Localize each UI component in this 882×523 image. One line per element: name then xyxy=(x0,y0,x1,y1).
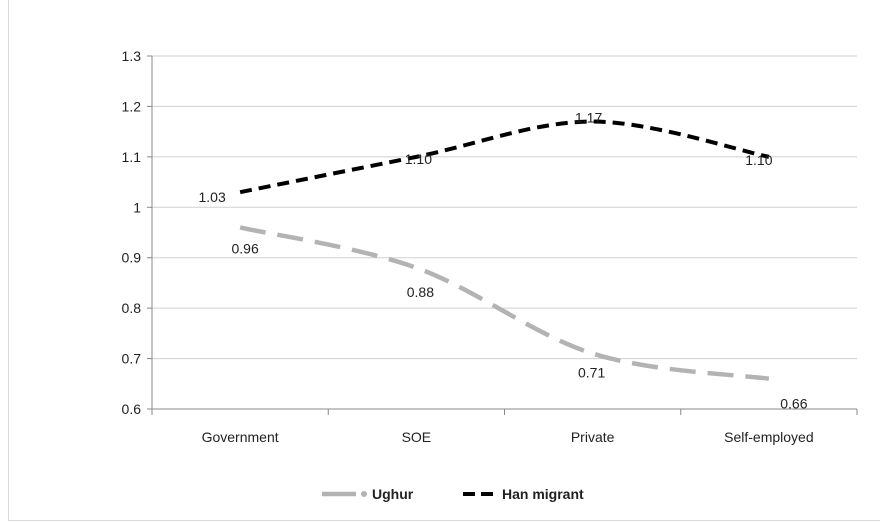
x-tick-label: Self-employed xyxy=(724,429,814,445)
y-tick-label: 1.2 xyxy=(122,98,142,114)
y-tick-label: 1.3 xyxy=(122,48,142,64)
y-tick-label: 0.6 xyxy=(122,401,142,417)
y-tick-label: 0.8 xyxy=(122,300,142,316)
legend: Ughur Han migrant xyxy=(322,486,584,502)
x-tick-label: Private xyxy=(571,429,615,445)
data-label: 1.10 xyxy=(405,151,432,167)
x-tick-label: Government xyxy=(202,429,279,445)
y-tick-label: 0.9 xyxy=(122,250,142,266)
data-label: 0.96 xyxy=(232,240,259,256)
y-axis-ticks: 0.6 0.7 0.8 0.9 1 1.1 1.2 1.3 xyxy=(122,48,152,417)
legend-marker xyxy=(361,491,367,497)
series-layer xyxy=(239,119,770,381)
legend-label: Han migrant xyxy=(502,486,584,502)
data-label: 1.03 xyxy=(199,189,226,205)
series-line-ughur xyxy=(239,225,770,381)
data-label: 0.66 xyxy=(780,396,807,412)
gridlines xyxy=(152,55,857,360)
data-label: 1.17 xyxy=(575,110,602,126)
legend-label: Ughur xyxy=(372,486,414,502)
series-line-han-migrant xyxy=(239,119,770,195)
data-label: 0.71 xyxy=(578,365,605,381)
y-tick-label: 1.1 xyxy=(122,149,142,165)
data-label: 0.88 xyxy=(407,284,434,300)
y-tick-label: 0.7 xyxy=(122,351,142,367)
y-tick-label: 1 xyxy=(133,199,141,215)
chart-frame xyxy=(8,0,880,521)
x-axis-ticks: Government SOE Private Self-employed xyxy=(151,409,858,445)
data-labels: 0.96 0.88 0.71 0.66 1.03 1.10 1.17 1.10 xyxy=(199,110,808,412)
x-tick-label: SOE xyxy=(402,429,432,445)
data-label: 1.10 xyxy=(745,152,772,168)
